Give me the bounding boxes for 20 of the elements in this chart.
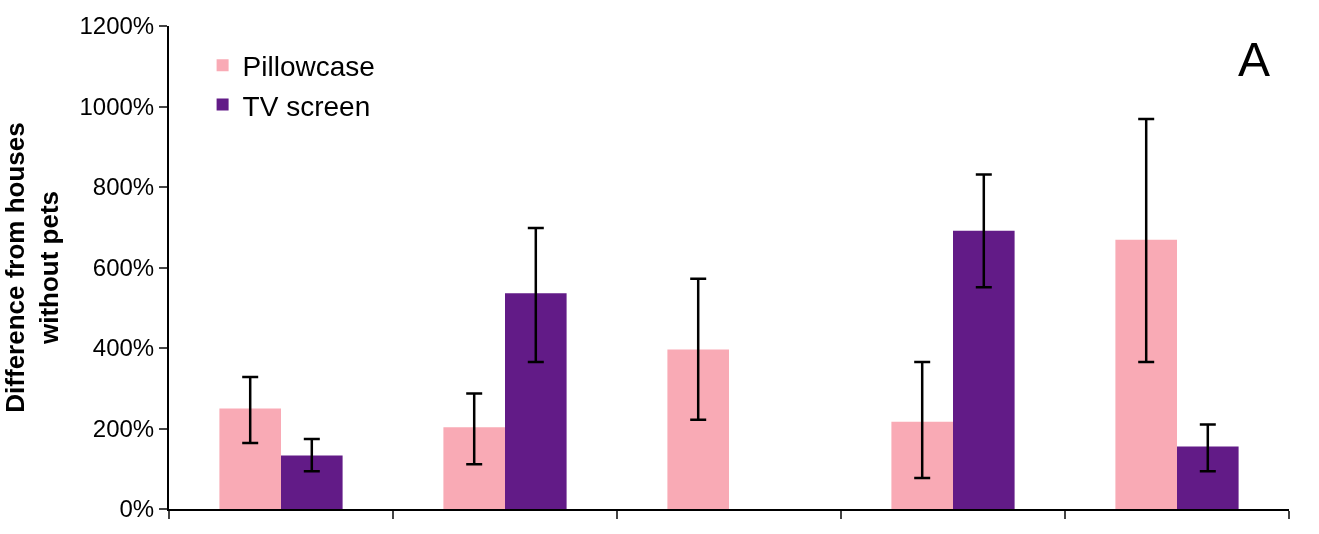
y-axis-title: Difference from houses without pets	[0, 122, 64, 413]
y-tick-label: 600%	[92, 253, 155, 281]
bar	[1177, 446, 1239, 509]
bar	[219, 408, 281, 509]
legend-label: Pillowcase	[242, 51, 375, 83]
bar	[443, 427, 505, 509]
bar	[953, 230, 1015, 509]
bar	[505, 293, 567, 509]
y-tick-label: 200%	[92, 414, 155, 442]
y-tick-label: 1000%	[79, 92, 155, 120]
legend-label: TV screen	[242, 90, 371, 122]
y-tick-label: 1200%	[79, 12, 155, 40]
bar	[1115, 239, 1177, 509]
bar	[891, 421, 953, 509]
bar	[281, 455, 343, 509]
annotation: A	[1238, 33, 1271, 86]
y-tick-label: 800%	[92, 173, 155, 201]
bar	[667, 349, 729, 509]
y-tick-label: 0%	[119, 495, 155, 523]
y-tick-label: 400%	[92, 334, 155, 362]
